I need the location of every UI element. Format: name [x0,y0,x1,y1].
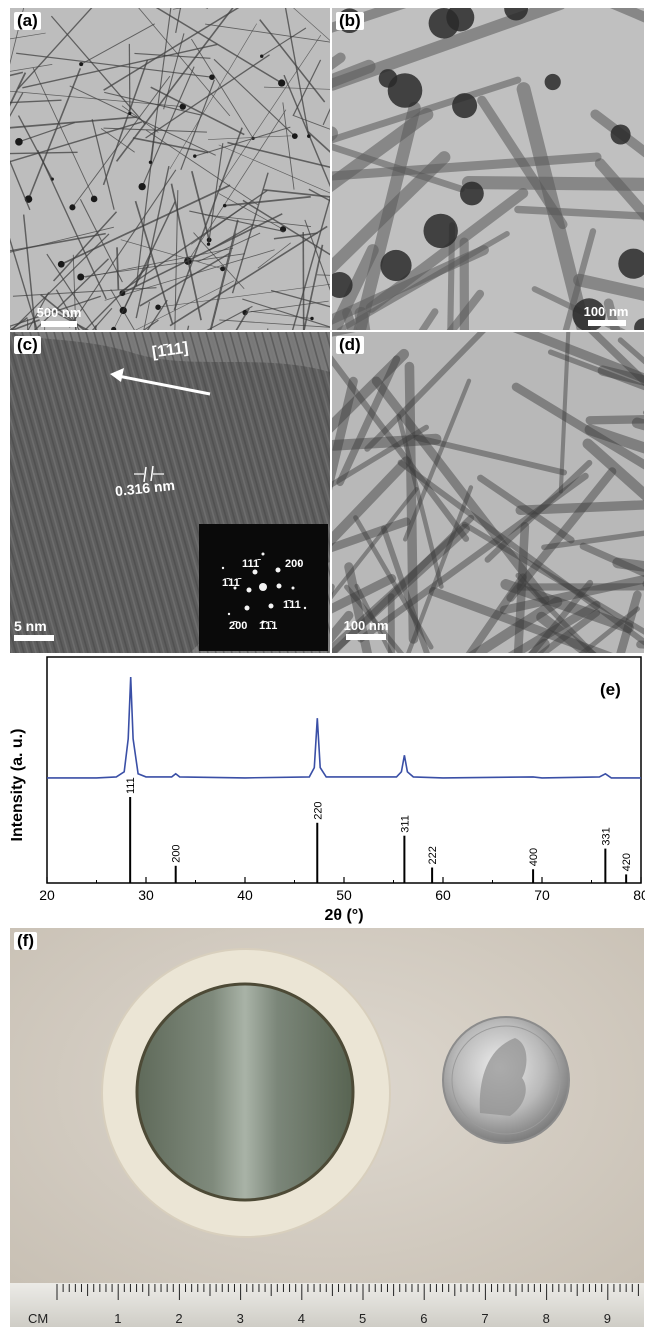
reference-peak-label: 222 [427,846,439,864]
panel-a-label: (a) [14,12,41,30]
panel-d-scale-bar: 100 nm [336,618,396,640]
panel-b: (b) 100 nm [332,8,644,330]
ruler-number: 3 [236,1311,244,1326]
ruler-number: 6 [420,1311,428,1326]
reference-peak-label: 331 [600,827,612,845]
nanowire-film [135,982,355,1202]
reference-peak-label: 220 [312,801,324,819]
fft-label-2: 200 [285,558,304,570]
tem-image-a [10,8,330,330]
panel-b-scale-bar: 100 nm [572,304,640,326]
panel-c-label: (c) [14,336,41,354]
x-tick-label: 30 [138,887,154,903]
x-axis-label: 2θ (°) [324,907,363,924]
fft-label-5: 2̄00 [229,620,248,632]
tem-image-b [332,8,644,330]
reference-peak-label: 400 [528,848,540,866]
panel-a: (a) 500 nm [10,8,330,330]
x-tick-label: 50 [336,887,352,903]
ruler-number: 8 [542,1311,550,1326]
panel-f-label: (f) [14,932,37,950]
panel-e-xrd-chart: 20 30 40 50 60 70 80 111 200 220 311 222 400 331 420 … [0,655,645,925]
plot-frame [46,656,642,884]
ruler-number: 9 [603,1311,612,1326]
panel-d-scale-text: 100 nm [343,618,389,633]
reference-peak-label: 111 [125,777,137,794]
ruler-number: 4 [297,1311,306,1326]
x-tick-label: 60 [435,887,451,903]
panel-d: (d) 100 nm [332,332,644,653]
xrd-pattern-line [47,676,641,779]
ruler [10,1283,644,1327]
x-tick-label: 80 [633,887,645,903]
panel-a-scale-bar: 500 nm [24,305,94,327]
x-tick-label: 20 [39,887,55,903]
x-tick-label: 70 [534,887,550,903]
sample-photo [10,928,644,1327]
tem-image-d [332,332,644,653]
panel-c-scale-text: 5 nm [14,618,47,634]
fft-label-3: 1̄11̄ [222,577,240,589]
panel-d-label: (d) [336,336,364,354]
reference-peak-label: 311 [399,815,411,833]
ruler-number: 1 [114,1311,122,1326]
panel-b-label: (b) [336,12,364,30]
reference-peak-label: 200 [171,844,183,862]
ruler-unit-label: CM [28,1311,49,1326]
panel-f-photo: (f) CM 1 2 3 4 5 6 7 8 9 [10,928,644,1327]
y-axis-label: Intensity (a. u.) [9,729,26,842]
x-tick-label: 40 [237,887,253,903]
fft-inset: 111̄ 200 1̄11̄ 1̄11 2̄00 1̄1̄1 [199,524,328,651]
panel-c: (c) [1̄11] 0.316 nm 5 nm 111̄ 200 1̄11̄ … [10,332,330,653]
ruler-number: 7 [481,1311,489,1326]
panel-c-scale-bar: 5 nm [14,618,74,641]
reference-peak-label: 420 [621,853,633,871]
fft-label-1: 111̄ [242,558,260,570]
panel-e-label: (e) [600,680,621,699]
panel-a-scale-text: 500 nm [36,305,82,320]
fft-label-4: 1̄11 [283,599,301,611]
fft-label-6: 1̄1̄1 [259,620,278,632]
ruler-number: 5 [359,1311,367,1326]
ruler-number: 2 [175,1311,183,1326]
panel-b-scale-text: 100 nm [583,304,629,319]
